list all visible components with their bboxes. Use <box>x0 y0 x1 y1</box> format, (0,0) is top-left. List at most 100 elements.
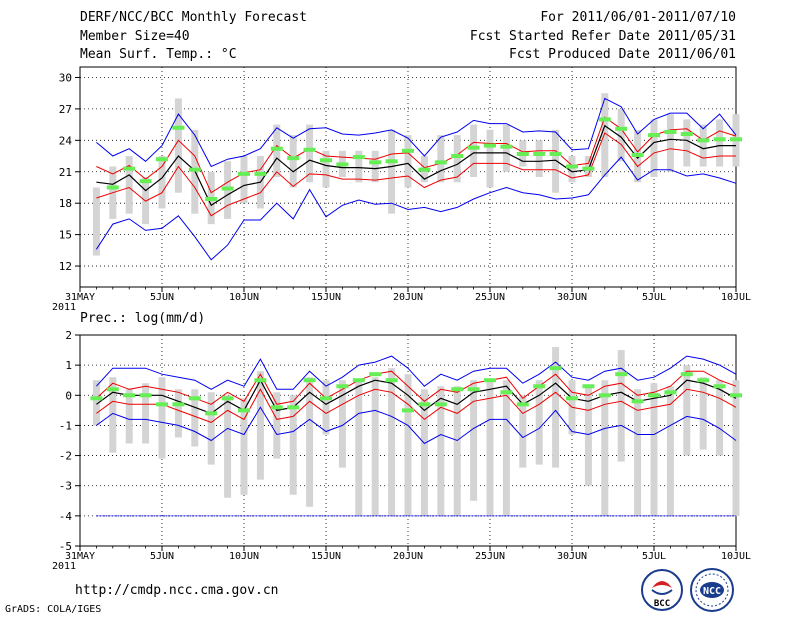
chart2-range-box <box>420 389 428 516</box>
chart1-xtick-label: 15JUN <box>311 292 341 303</box>
chart2-range-box <box>240 398 248 495</box>
chart2-marker <box>270 405 283 410</box>
chart2-marker <box>730 393 742 398</box>
chart1-range-box <box>568 156 576 183</box>
chart2-marker <box>139 393 152 398</box>
chart1-mean-line <box>96 124 736 207</box>
chart2-range-box <box>699 377 707 450</box>
chart2-marker <box>566 396 578 401</box>
chart2-marker <box>451 387 464 392</box>
chart1-upper-line <box>96 116 737 194</box>
chart2-range-box <box>502 380 510 516</box>
chart1-xtick-label: 31MAY <box>65 292 95 303</box>
chart1-range-box <box>470 124 478 177</box>
chart1-range-box <box>355 150 363 183</box>
chart2-range-box <box>552 347 560 468</box>
chart1-range-box <box>453 135 461 183</box>
chart2-marker <box>648 393 660 398</box>
chart2-range-box <box>617 350 625 462</box>
chart1-marker <box>533 151 546 156</box>
chart1-range-box <box>289 135 297 188</box>
chart1-marker <box>418 167 431 172</box>
chart2-marker <box>352 378 365 383</box>
chart1-xtick-label: 10JUN <box>229 292 259 303</box>
chart2-marker <box>549 366 562 371</box>
chart1-ytick-label: 15 <box>59 229 72 242</box>
chart1-range-box <box>683 119 691 167</box>
bcc-logo: BCC <box>640 568 684 612</box>
chart2-range-box <box>142 383 150 444</box>
chart1-range-box <box>322 150 330 188</box>
chart2-max-line <box>96 355 737 390</box>
chart2-marker <box>402 408 414 413</box>
chart1-xtick-label: 10JUL <box>721 292 751 303</box>
chart1-marker <box>139 179 152 184</box>
chart1-marker <box>566 164 578 169</box>
chart1-range-box <box>601 93 609 177</box>
chart1-marker <box>254 171 267 176</box>
forecast-produced-date: Fcst Produced Date 2011/06/01 <box>509 47 736 62</box>
chart2-xtick-label: 31MAY <box>65 551 95 562</box>
chart2-marker <box>713 384 726 389</box>
chart1-ytick-label: 21 <box>59 166 72 179</box>
chart2-ytick-label: -1 <box>59 419 72 432</box>
chart-title: DERF/NCC/BCC Monthly Forecast <box>80 10 307 25</box>
chart2-min-line <box>96 406 737 445</box>
chart2-range-box <box>306 377 314 507</box>
chart1-marker <box>221 186 234 191</box>
chart2-marker <box>188 396 201 401</box>
chart2-ytick-label: 0 <box>65 389 72 402</box>
chart1-range-box <box>535 140 543 177</box>
forecast-period: For 2011/06/01-2011/07/10 <box>540 10 736 25</box>
chart1-range-box <box>486 129 494 188</box>
chart1-ytick-label: 27 <box>59 103 72 116</box>
chart2-range-box <box>437 386 445 516</box>
chart2-range-box <box>109 377 117 453</box>
chart2-xtick-label: 10JUL <box>721 551 751 562</box>
chart1-range-box <box>666 114 674 172</box>
chart1-marker <box>680 132 693 137</box>
chart1-marker <box>467 145 480 150</box>
chart1-marker <box>631 153 644 157</box>
chart1-range-box <box>699 124 707 167</box>
bcc-logo-icon: BCC <box>641 569 683 611</box>
ncc-logo: NCC <box>688 567 736 613</box>
chart2-range-box <box>125 389 133 444</box>
chart1-range-box <box>371 150 379 183</box>
chart2-range-box <box>716 380 724 456</box>
chart1-range-box <box>306 124 314 183</box>
chart2-xtick-label: 10JUN <box>229 551 259 562</box>
chart2-marker <box>697 378 710 383</box>
footer-url[interactable]: http://cmdp.ncc.cma.gov.cn <box>75 583 279 598</box>
chart2-range-box <box>322 380 330 435</box>
chart2-ytick-label: 2 <box>65 329 72 342</box>
chart2-marker <box>615 372 628 377</box>
chart1-marker <box>582 166 595 171</box>
chart1-range-box <box>437 135 445 183</box>
chart2-range-box <box>601 380 609 516</box>
chart2-marker <box>598 393 611 398</box>
chart2-range-box <box>535 380 543 465</box>
chart1-range-box <box>584 156 592 177</box>
chart1-marker <box>697 138 710 143</box>
chart1-ytick-label: 24 <box>59 134 73 147</box>
chart2-range-box <box>158 377 166 459</box>
chart2-ytick-label: -3 <box>59 480 72 493</box>
chart2-marker <box>156 402 168 407</box>
chart1-ytick-label: 12 <box>59 260 72 273</box>
chart2-marker <box>418 402 431 407</box>
chart2-xtick-label: 20JUN <box>393 551 423 562</box>
chart2-marker <box>500 390 513 395</box>
chart2-marker <box>582 384 595 389</box>
chart1-marker <box>238 171 250 176</box>
chart2-range-box <box>683 365 691 456</box>
chart2-marker <box>106 387 119 392</box>
chart2-range-box <box>289 395 297 495</box>
chart2-marker <box>484 378 496 383</box>
chart1-marker <box>156 157 168 162</box>
chart2-range-box <box>92 380 100 426</box>
chart1-range-box <box>92 187 100 256</box>
chart1-min-line <box>95 156 737 261</box>
chart2-range-box <box>584 386 592 486</box>
chart2-range-box <box>666 386 674 516</box>
